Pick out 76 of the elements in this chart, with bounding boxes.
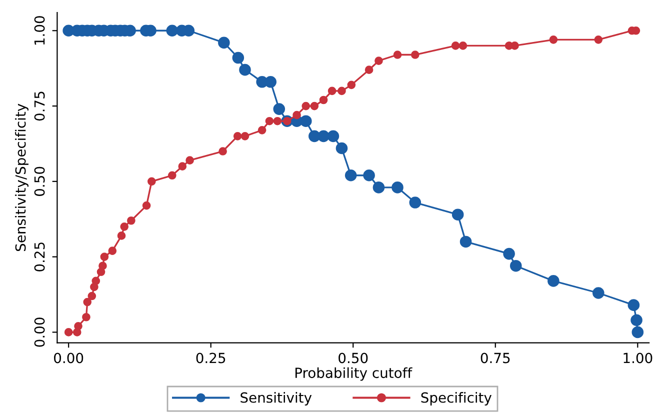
- point: [451, 42, 460, 50]
- point: [74, 322, 82, 330]
- point: [410, 50, 420, 59]
- point: [186, 156, 194, 164]
- point: [265, 116, 274, 126]
- point: [218, 147, 227, 156]
- x-tick-label: 0.75: [480, 352, 510, 364]
- point: [166, 24, 178, 37]
- x-tick-label: 0.00: [54, 352, 84, 364]
- y-tick-label: 0.50: [34, 166, 45, 196]
- point: [594, 36, 603, 44]
- point: [142, 201, 151, 210]
- point: [549, 36, 558, 44]
- y-tick-label: 1.00: [34, 16, 45, 45]
- point: [630, 314, 642, 326]
- point: [117, 232, 126, 240]
- point: [328, 86, 336, 96]
- point: [92, 276, 100, 286]
- x-tick-label: 1.00: [624, 352, 652, 364]
- point: [548, 275, 560, 287]
- point: [319, 96, 328, 104]
- y-axis-title: Sensitivity/Specificity: [15, 104, 28, 252]
- point: [98, 262, 107, 270]
- point: [409, 196, 422, 208]
- point: [344, 169, 357, 182]
- point: [127, 216, 136, 225]
- x-tick-label: 0.25: [196, 352, 226, 364]
- point: [592, 287, 604, 299]
- x-axis-title: Probability cutoff: [295, 367, 412, 381]
- point: [458, 42, 468, 50]
- point: [510, 260, 522, 272]
- point: [240, 132, 250, 140]
- point: [120, 222, 129, 231]
- point: [168, 171, 176, 180]
- y-tick-label: 0.75: [34, 92, 45, 121]
- point: [374, 56, 383, 65]
- point: [88, 292, 96, 300]
- point: [363, 169, 375, 182]
- point: [310, 102, 319, 110]
- point: [264, 76, 276, 88]
- point: [460, 236, 472, 248]
- point: [64, 328, 73, 336]
- point: [364, 66, 374, 74]
- point: [318, 130, 330, 142]
- point: [392, 182, 404, 194]
- y-tick-label: 0.25: [34, 242, 45, 272]
- point: [100, 252, 109, 261]
- point: [273, 116, 282, 126]
- x-tick-label: 0.50: [338, 352, 368, 364]
- point: [178, 162, 187, 171]
- point: [108, 246, 117, 255]
- point: [503, 248, 515, 260]
- point: [632, 326, 644, 338]
- point: [83, 298, 92, 306]
- point: [82, 312, 90, 322]
- point: [258, 126, 266, 134]
- point: [336, 142, 348, 154]
- point: [239, 64, 251, 76]
- point: [218, 36, 230, 49]
- point: [232, 52, 244, 64]
- point: [292, 110, 301, 120]
- point: [510, 42, 519, 50]
- point: [452, 208, 464, 220]
- point: [302, 102, 310, 110]
- point: [300, 115, 312, 128]
- point: [372, 182, 385, 194]
- point: [233, 132, 242, 140]
- point: [393, 50, 402, 59]
- legend-label: Specificity: [421, 392, 492, 406]
- point: [273, 103, 286, 115]
- point: [327, 130, 340, 142]
- point: [628, 299, 640, 311]
- point: [347, 80, 356, 90]
- point: [147, 177, 156, 186]
- point: [338, 86, 346, 96]
- legend-label: Sensitivity: [240, 392, 312, 406]
